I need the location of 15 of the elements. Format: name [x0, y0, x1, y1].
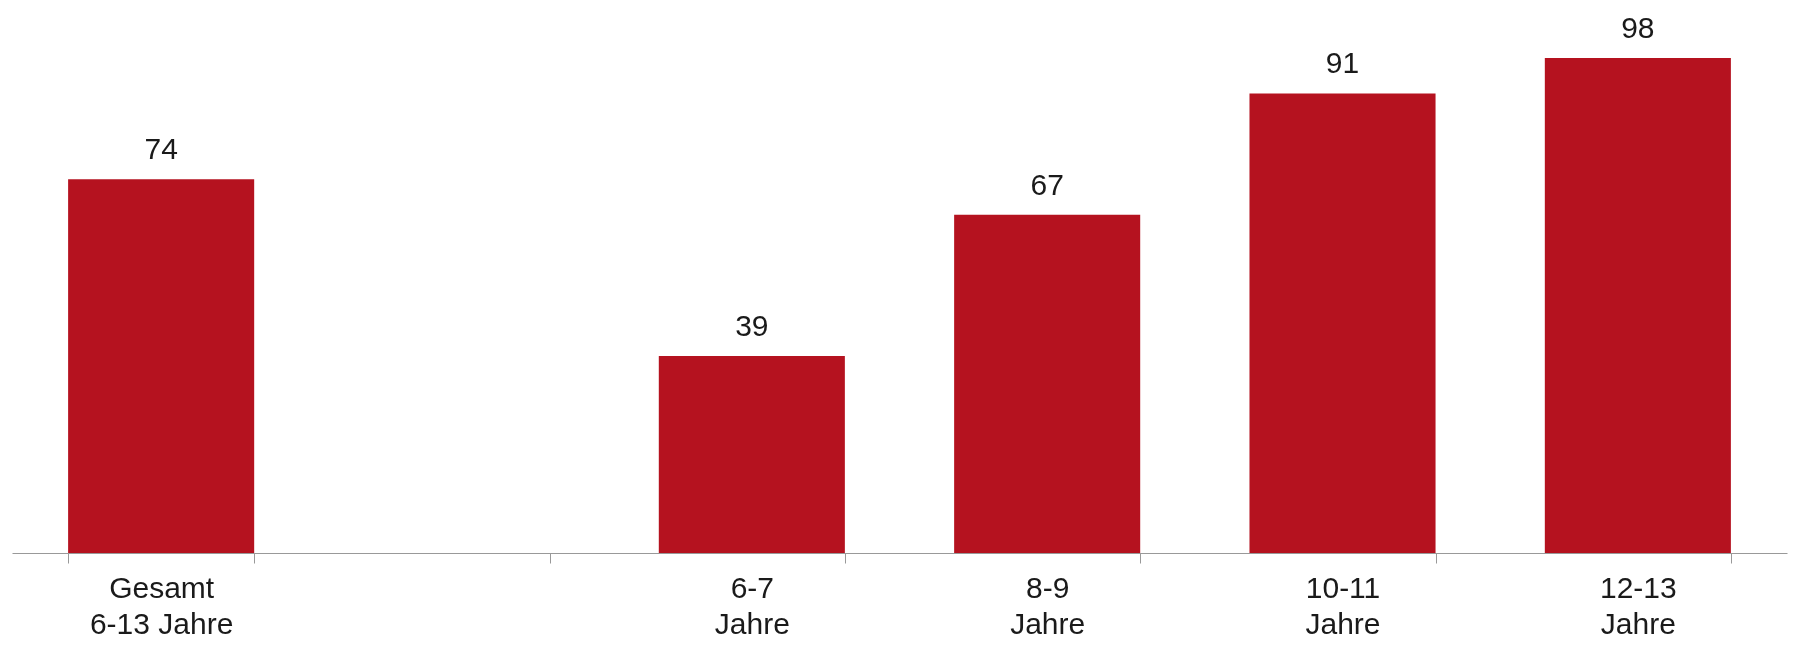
- x-tick-label: 6-7 Jahre: [714, 570, 790, 640]
- data-label: 39: [735, 309, 769, 343]
- data-label: 91: [1325, 46, 1360, 80]
- bar: [658, 356, 845, 553]
- data-label: 67: [1030, 167, 1064, 201]
- bar: [68, 179, 255, 553]
- x-tick-label: 8-9 Jahre: [1010, 570, 1086, 640]
- bar: [1249, 93, 1436, 553]
- x-tick-label: Gesamt 6-13 Jahre: [89, 570, 234, 640]
- bar: [1544, 58, 1731, 553]
- x-tick-label: 12-13 Jahre: [1599, 570, 1677, 640]
- x-tick-label: 10-11 Jahre: [1305, 570, 1381, 640]
- bar: [954, 214, 1141, 553]
- data-label: 74: [144, 132, 178, 166]
- data-label: 98: [1621, 11, 1655, 45]
